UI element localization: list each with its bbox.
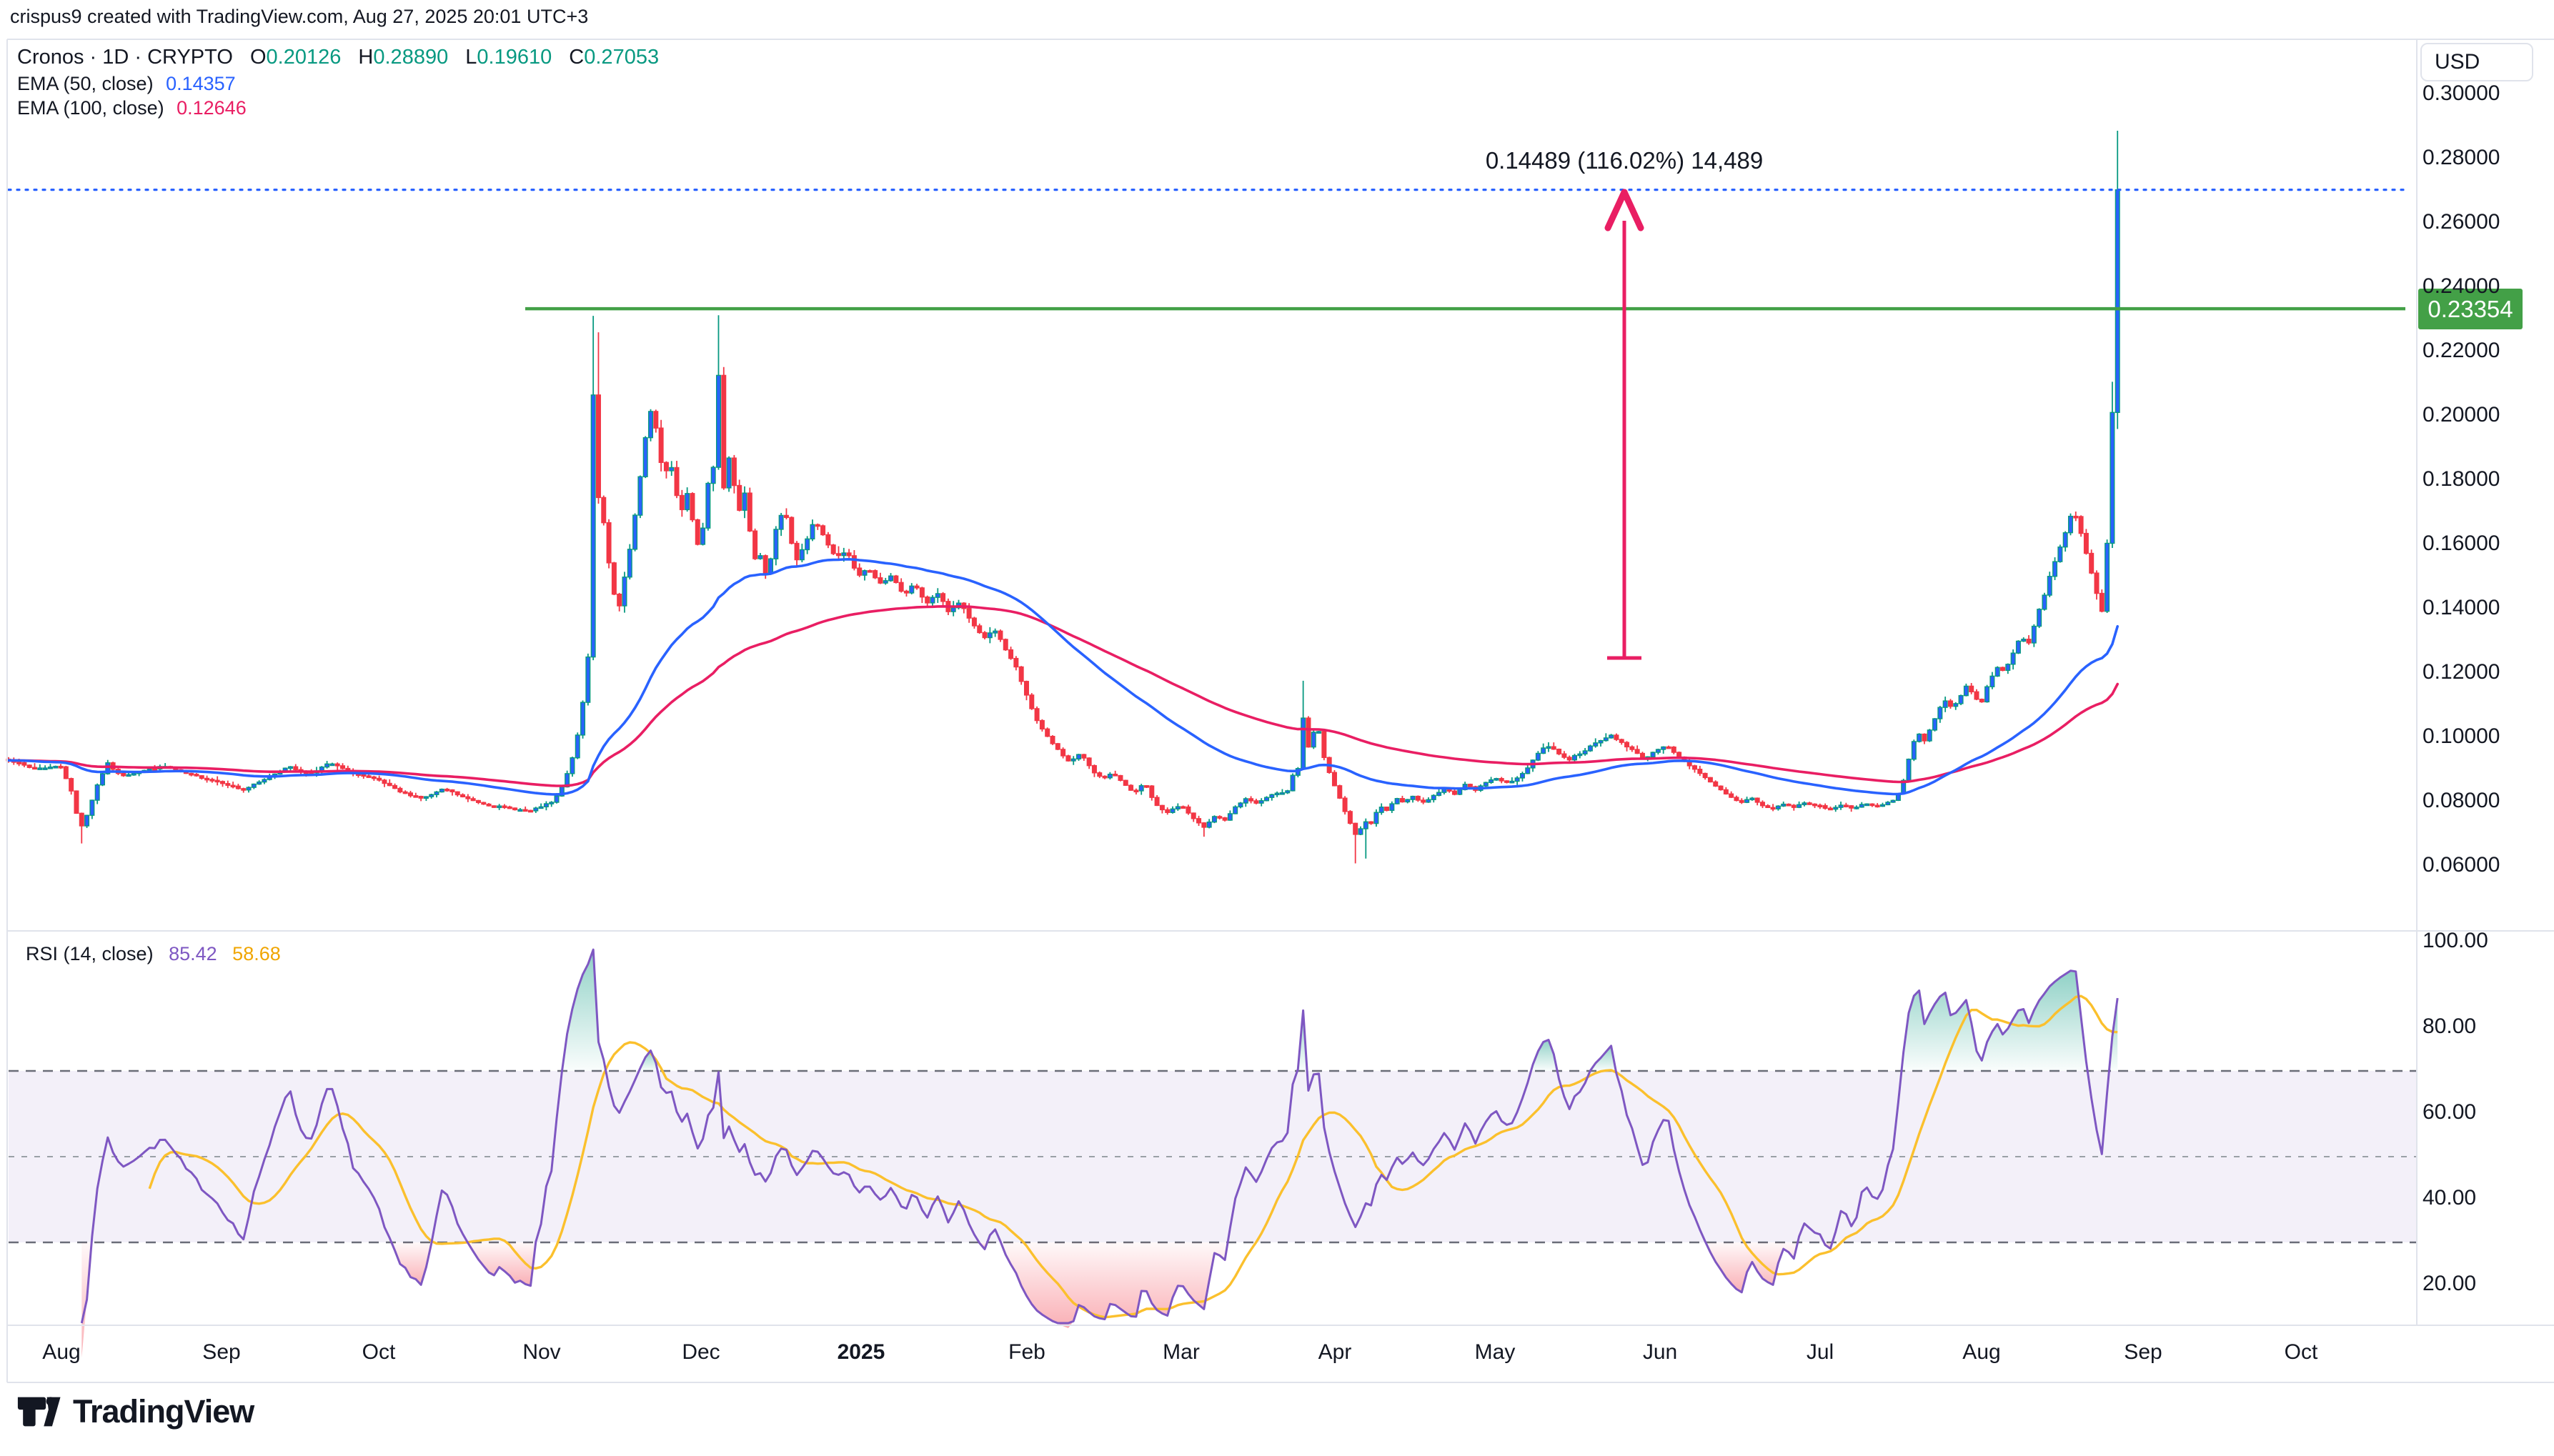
time-tick-label: Dec [682,1340,720,1364]
time-tick-label: Aug [42,1340,81,1364]
price-tick-label: 0.28000 [2423,146,2500,169]
ema100-value: 0.12646 [177,97,247,119]
resistance-price-label: 0.23354 [2418,289,2523,329]
ema100-label: EMA (100, close) [17,97,164,119]
rsi-tick-label: 60.00 [2423,1100,2477,1124]
rsi-band-layer [9,1069,2417,1244]
time-tick-label: Sep [202,1340,241,1364]
currency-button[interactable]: USD [2420,43,2533,81]
time-tick-label: Aug [1962,1340,2001,1364]
ema100-line[interactable] [7,605,2119,787]
time-tick-label: 2025 [837,1340,885,1364]
price-tick-label: 0.20000 [2423,403,2500,427]
time-tick-label: Oct [2284,1340,2318,1364]
price-tick-label: 0.14000 [2423,596,2500,619]
high-value: 0.28890 [373,46,449,69]
open-value: 0.20126 [266,46,342,69]
price-tick-label: 0.24000 [2423,274,2500,298]
low-value: 0.19610 [477,46,552,69]
price-tick-label: 0.08000 [2423,789,2500,812]
price-tick-label: 0.26000 [2423,210,2500,234]
panel-separators [6,39,2554,1383]
ema100-legend-row[interactable]: EMA (100, close) 0.12646 [17,97,247,119]
ema50-legend-row[interactable]: EMA (50, close) 0.14357 [17,73,236,95]
rsi-legend-row[interactable]: RSI (14, close) 85.42 58.68 [26,943,281,965]
time-tick-label: Oct [362,1340,396,1364]
candles-layer[interactable] [6,130,2120,864]
ema50-line[interactable] [7,558,2119,796]
time-tick-label: Nov [522,1340,561,1364]
time-tick-label: Sep [2124,1340,2162,1364]
rsi-label: RSI (14, close) [26,943,154,964]
rsi-ma-value: 58.68 [232,943,281,964]
price-tick-label: 0.10000 [2423,724,2500,748]
rsi-tick-label: 20.00 [2423,1272,2477,1295]
attribution-text: crispus9 created with TradingView.com, A… [10,6,589,27]
time-tick-label: Jun [1642,1340,1678,1364]
time-tick-label: May [1474,1340,1516,1364]
symbol-title: Cronos · 1D · CRYPTO [17,46,233,69]
tradingview-logo-text: TradingView [73,1393,254,1430]
measure-label[interactable]: 0.14489 (116.02%) 14,489 [1485,147,1764,174]
price-tick-label: 0.30000 [2423,81,2500,105]
price-tick-label: 0.12000 [2423,660,2500,684]
measure-arrow[interactable] [1604,189,1644,660]
time-tick-label: Jul [1806,1340,1834,1364]
tradingview-logo[interactable]: TradingView [16,1393,254,1430]
price-tick-label: 0.18000 [2423,467,2500,491]
rsi-tick-label: 100.00 [2423,929,2488,952]
ema50-label: EMA (50, close) [17,73,154,94]
rsi-tick-label: 40.00 [2423,1186,2477,1210]
price-tick-label: 0.16000 [2423,532,2500,555]
ema50-value: 0.14357 [166,73,236,94]
time-tick-label: Feb [1008,1340,1045,1364]
price-tick-label: 0.22000 [2423,339,2500,362]
symbol-legend-row[interactable]: Cronos · 1D · CRYPTO O0.20126 H0.28890 L… [17,46,660,69]
tradingview-logo-icon [17,1397,61,1427]
rsi-value: 85.42 [169,943,217,964]
time-tick-label: Mar [1163,1340,1200,1364]
price-tick-label: 0.06000 [2423,853,2500,877]
time-tick-label: Apr [1318,1340,1352,1364]
rsi-tick-label: 80.00 [2423,1014,2477,1038]
close-value: 0.27053 [584,46,660,69]
rsi-lines[interactable] [80,948,2119,1325]
